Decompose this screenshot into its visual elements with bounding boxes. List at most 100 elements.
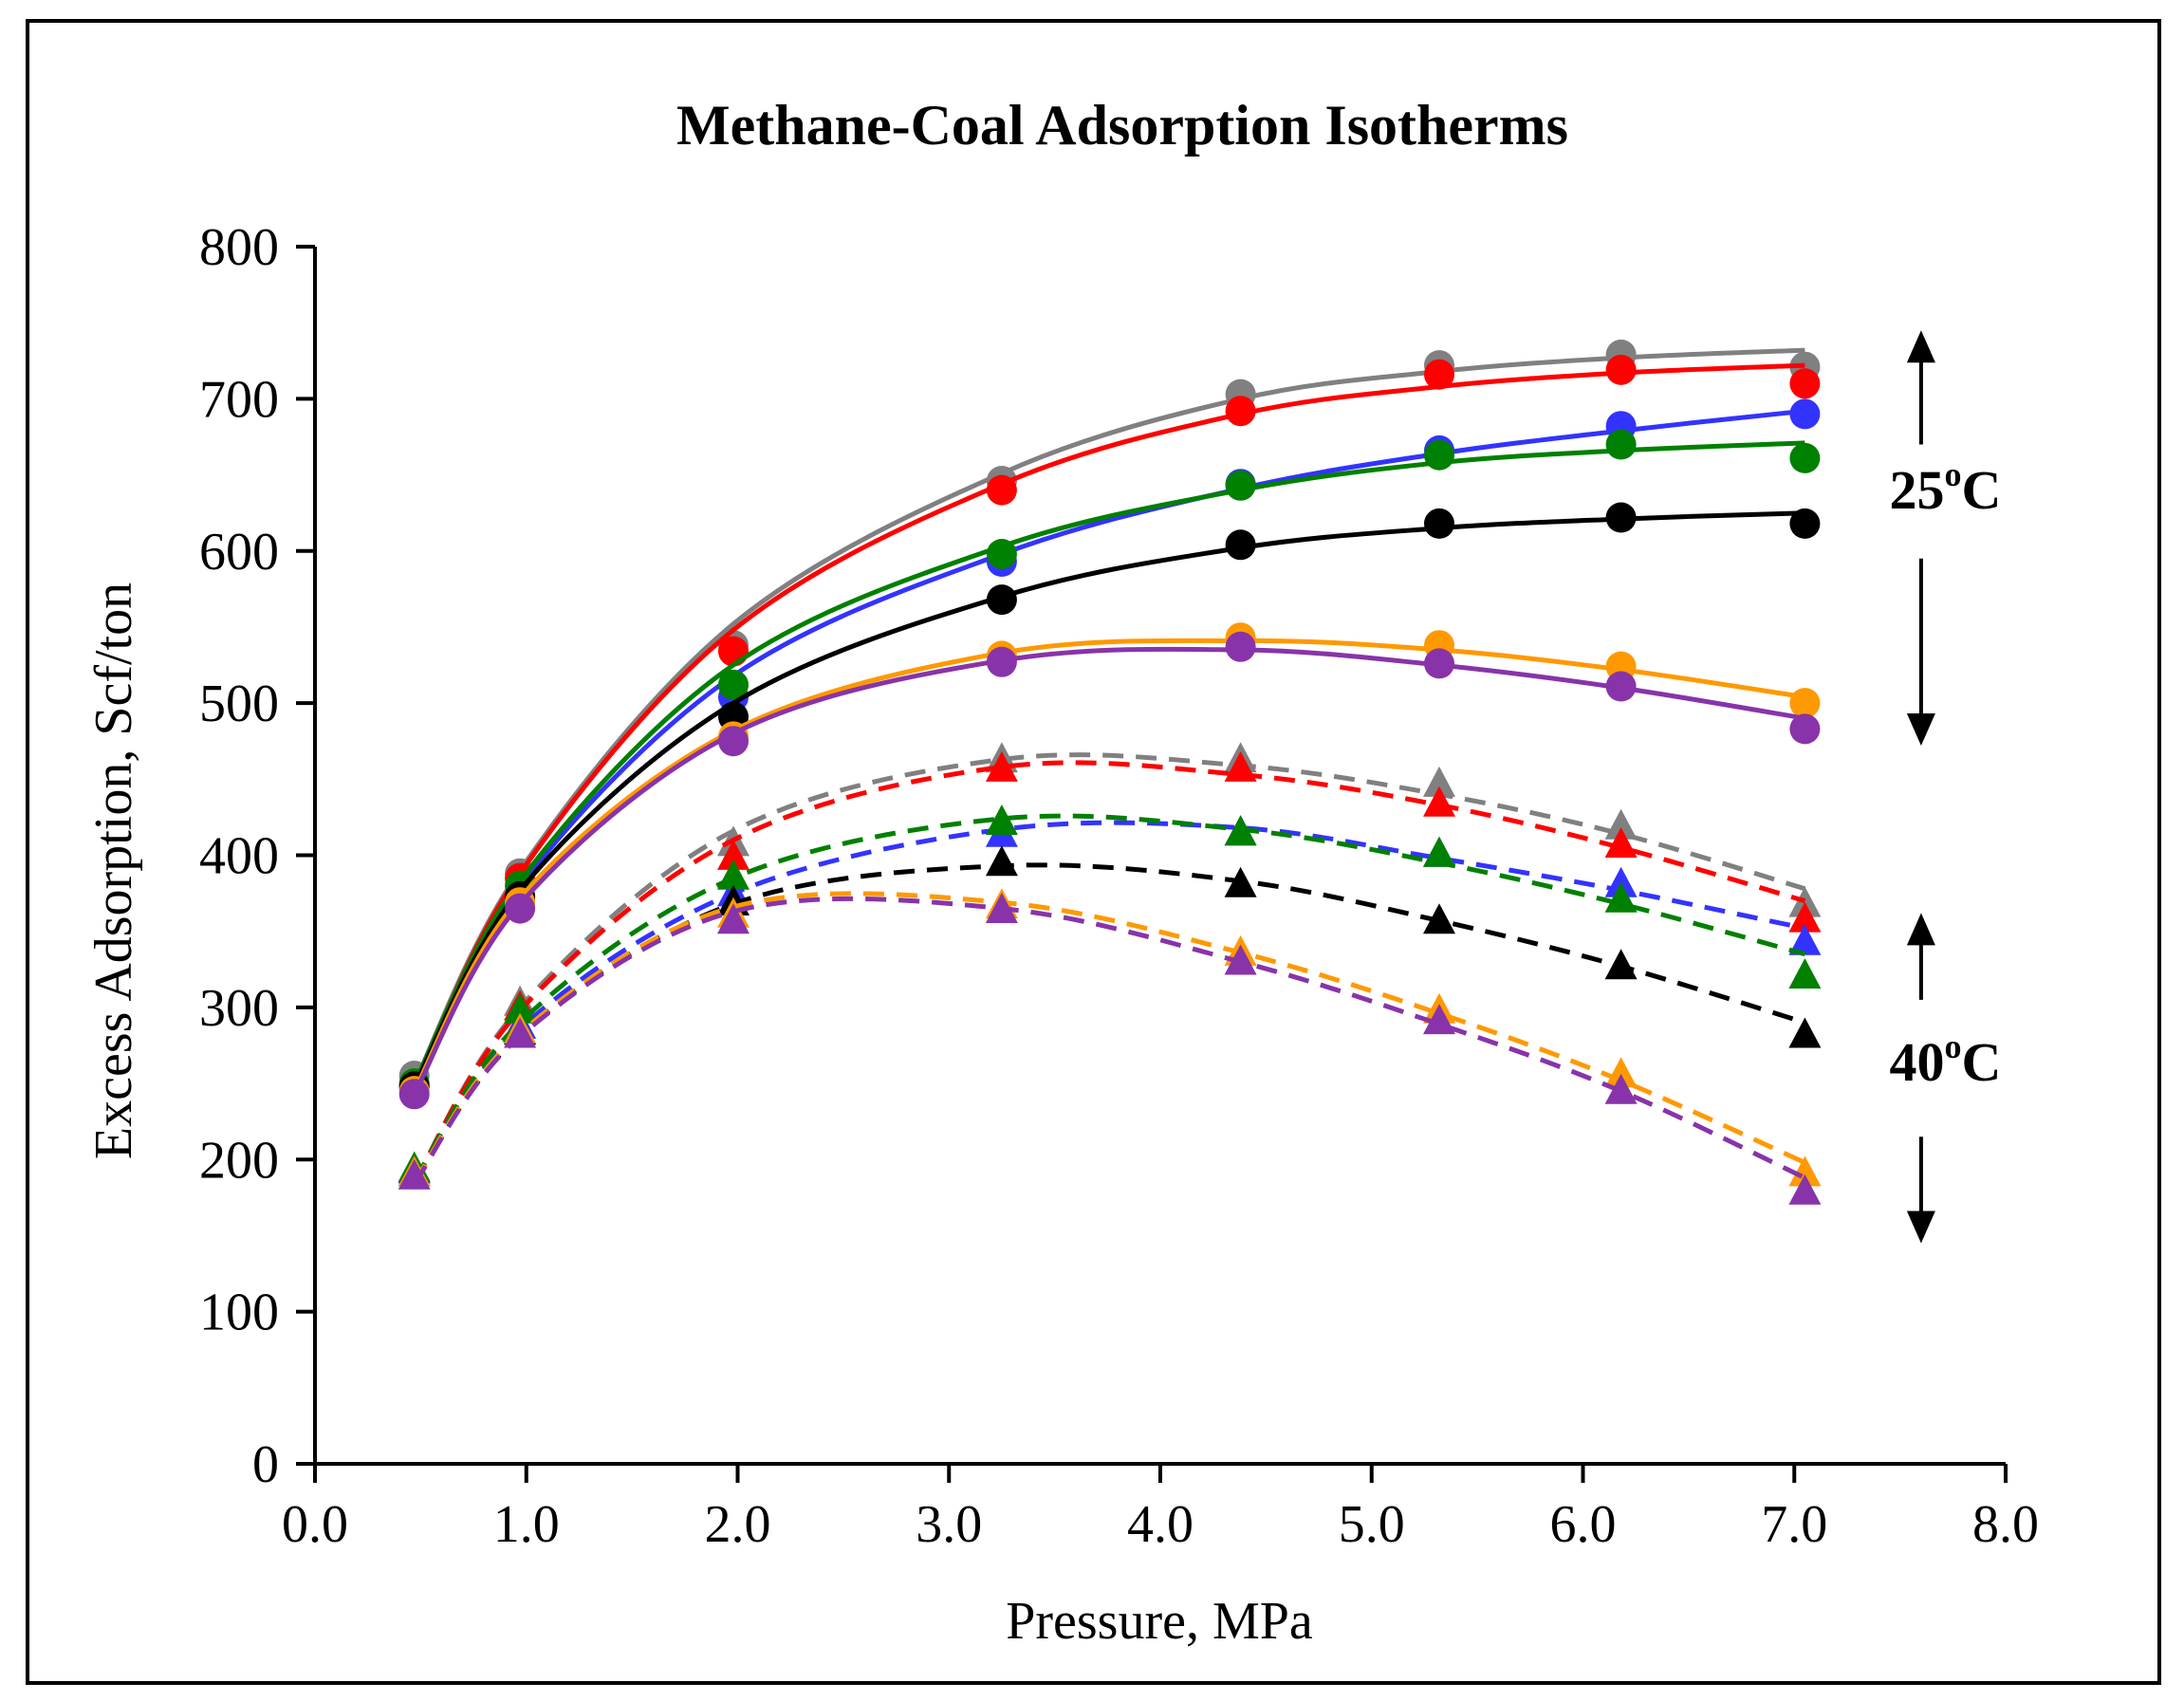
data-point-black-40-c: [985, 845, 1018, 877]
data-point-red-25-c: [1225, 396, 1256, 427]
data-point-purple-40-c: [985, 893, 1018, 923]
fit-line-black-40-c: [412, 862, 1806, 1184]
data-point-red-25-c: [718, 636, 749, 667]
x-tick-label: 6.0: [1550, 1495, 1617, 1554]
arrow-head: [1906, 913, 1935, 946]
y-tick-label: 400: [199, 827, 279, 886]
up-arrow: [1906, 913, 1935, 1000]
x-tick-label: 8.0: [1972, 1495, 2039, 1554]
data-point-purple-25-c: [505, 893, 536, 924]
x-tick-label: 4.0: [1127, 1495, 1194, 1554]
data-point-purple-25-c: [398, 1079, 430, 1110]
data-point-purple-25-c: [1225, 631, 1256, 662]
y-tick-label: 600: [199, 523, 279, 582]
data-point-orange-40-c: [1604, 1057, 1638, 1088]
data-point-blue-40-c: [1788, 924, 1822, 955]
data-point-red-25-c: [1789, 368, 1821, 399]
x-tick-label: 3.0: [916, 1495, 982, 1554]
chart-title: Methane-Coal Adsorption Isotherms: [676, 94, 1568, 157]
fit-line-red-25-c: [412, 362, 1805, 1088]
y-tick-label: 700: [199, 370, 279, 429]
data-point-black-25-c: [1225, 529, 1256, 561]
degree-superscript: o: [1944, 455, 1961, 493]
fit-line-purple-40-c: [412, 896, 1806, 1186]
data-point-purple-40-c: [504, 1017, 537, 1048]
fit-line-purple-25-c: [412, 646, 1805, 1096]
data-point-green-40-c: [1423, 836, 1455, 867]
data-point-black-40-c: [1224, 866, 1257, 897]
data-point-black-25-c: [986, 584, 1017, 616]
y-tick-label: 800: [199, 218, 279, 277]
temperature-label: 40oC: [1889, 1027, 2001, 1093]
data-point-black-25-c: [1605, 502, 1637, 533]
data-point-purple-40-c: [1788, 1174, 1822, 1205]
arrow-head: [1906, 1211, 1935, 1244]
data-point-purple-25-c: [718, 726, 749, 757]
data-point-purple-40-c: [717, 903, 750, 934]
data-point-green-40-c: [717, 859, 750, 890]
data-point-black-25-c: [1789, 508, 1821, 539]
down-arrow: [1906, 1137, 1935, 1244]
data-point-orange-40-c: [1788, 1156, 1822, 1187]
axes-layer: 0 100 200 300 400 500 600 700 800 0.0 1.0 2.0 3.0 4.0…: [199, 218, 2039, 1554]
data-point-green-25-c: [1225, 470, 1256, 501]
data-point-purple-40-c: [1224, 944, 1257, 975]
temperature-value: 25: [1889, 459, 1944, 521]
fit-line-blue-25-c: [412, 408, 1805, 1088]
data-point-red-40-c: [1423, 786, 1455, 817]
data-point-black-40-c: [1604, 949, 1638, 980]
x-tick-label: 0.0: [282, 1495, 348, 1554]
data-point-purple-40-c: [1423, 1004, 1455, 1035]
data-point-blue-25-c: [1789, 398, 1821, 430]
x-tick-label: 1.0: [493, 1495, 560, 1554]
data-point-purple-25-c: [1424, 648, 1454, 679]
fit-line-black-25-c: [412, 510, 1805, 1088]
fit-line-orange-25-c: [412, 638, 1805, 1093]
arrow-head: [1906, 330, 1935, 363]
arrow-head: [1906, 713, 1935, 746]
data-point-purple-40-c: [1604, 1073, 1638, 1104]
y-tick-label: 200: [199, 1131, 279, 1190]
down-arrow: [1906, 558, 1935, 746]
chart-outer-frame: [26, 19, 2161, 1685]
data-point-green-25-c: [1605, 429, 1637, 460]
up-arrow: [1906, 330, 1935, 445]
fit-line-red-40-c: [412, 760, 1806, 1184]
y-axis-title: Excess Adsorption, Scf/ton: [84, 582, 143, 1159]
fit-line-green-25-c: [412, 440, 1805, 1085]
series-layer: [398, 339, 1822, 1205]
data-point-black-25-c: [1424, 508, 1454, 539]
y-tick-label: 0: [252, 1435, 279, 1494]
temperature-label: 25oC: [1889, 455, 2001, 521]
temperature-value: 40: [1889, 1031, 1944, 1093]
data-point-gray-40-c: [1604, 808, 1638, 840]
series-purple-25-c: [398, 631, 1821, 1110]
y-tick-label: 300: [199, 979, 279, 1038]
data-point-green-25-c: [986, 539, 1017, 569]
fit-line-orange-40-c: [412, 891, 1806, 1184]
data-point-green-40-c: [1224, 815, 1257, 846]
data-point-black-40-c: [1423, 903, 1455, 934]
fit-line-gray-40-c: [412, 752, 1806, 1184]
data-point-green-25-c: [1789, 442, 1821, 473]
data-point-green-25-c: [718, 669, 749, 700]
data-point-black-40-c: [1788, 1017, 1822, 1048]
x-axis-title: Pressure, MPa: [1006, 1592, 1313, 1651]
fit-line-blue-40-c: [412, 820, 1805, 1184]
data-point-red-40-c: [717, 839, 750, 870]
temperature-unit: C: [1961, 1031, 2001, 1093]
data-point-purple-40-c: [398, 1158, 431, 1190]
data-point-orange-25-c: [1789, 688, 1821, 719]
data-point-red-40-c: [985, 750, 1018, 782]
data-point-green-40-c: [1604, 881, 1638, 913]
data-point-green-40-c: [1788, 958, 1822, 989]
data-point-red-25-c: [1605, 354, 1637, 385]
data-point-purple-25-c: [1605, 671, 1637, 702]
data-point-purple-25-c: [986, 646, 1017, 677]
series-purple-40-c: [398, 893, 1822, 1205]
data-point-red-40-c: [1604, 827, 1638, 858]
x-tick-label: 7.0: [1761, 1495, 1827, 1554]
temperature-unit: C: [1961, 459, 2001, 521]
degree-superscript: o: [1944, 1027, 1961, 1065]
